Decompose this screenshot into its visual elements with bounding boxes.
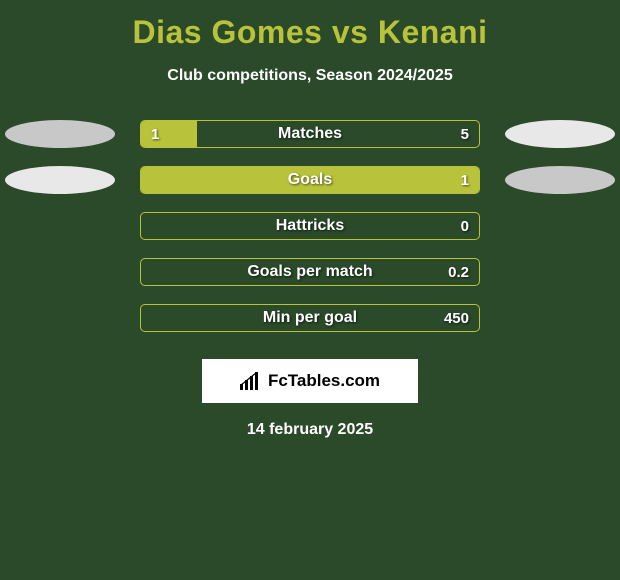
page-subtitle: Club competitions, Season 2024/2025 [0,67,620,85]
logo-text: FcTables.com [268,371,380,391]
stat-label: Goals per match [141,259,479,285]
stat-row: Hattricks0 [0,203,620,249]
comparison-chart: Matches15Goals1Hattricks0Goals per match… [0,111,620,341]
stat-bar: Matches1 5 [140,120,480,148]
player-marker-right [505,120,615,148]
stat-bar: Hattricks0 [140,212,480,240]
stat-row: Goals1 [0,157,620,203]
stat-label: Goals [141,167,479,193]
date-text: 14 february 2025 [0,421,620,439]
stat-value-right: 5 [461,121,469,147]
stat-row: Matches1 5 [0,111,620,157]
player-marker-right [505,166,615,194]
stat-label: Matches [141,121,479,147]
page-title: Dias Gomes vs Kenani [0,0,620,51]
stat-label: Min per goal [141,305,479,331]
stat-bar: Goals1 [140,166,480,194]
chart-icon [240,372,262,390]
stat-label: Hattricks [141,213,479,239]
stat-value-right: 0.2 [448,259,469,285]
player-marker-left [5,120,115,148]
attribution-logo: FcTables.com [202,359,418,403]
stat-value-right: 0 [461,213,469,239]
stat-value-right: 450 [444,305,469,331]
stat-bar: Min per goal450 [140,304,480,332]
stat-row: Min per goal450 [0,295,620,341]
stat-bar: Goals per match0.2 [140,258,480,286]
player-marker-left [5,166,115,194]
stat-value-right: 1 [461,167,469,193]
stat-row: Goals per match0.2 [0,249,620,295]
stat-value-left: 1 [151,121,159,147]
